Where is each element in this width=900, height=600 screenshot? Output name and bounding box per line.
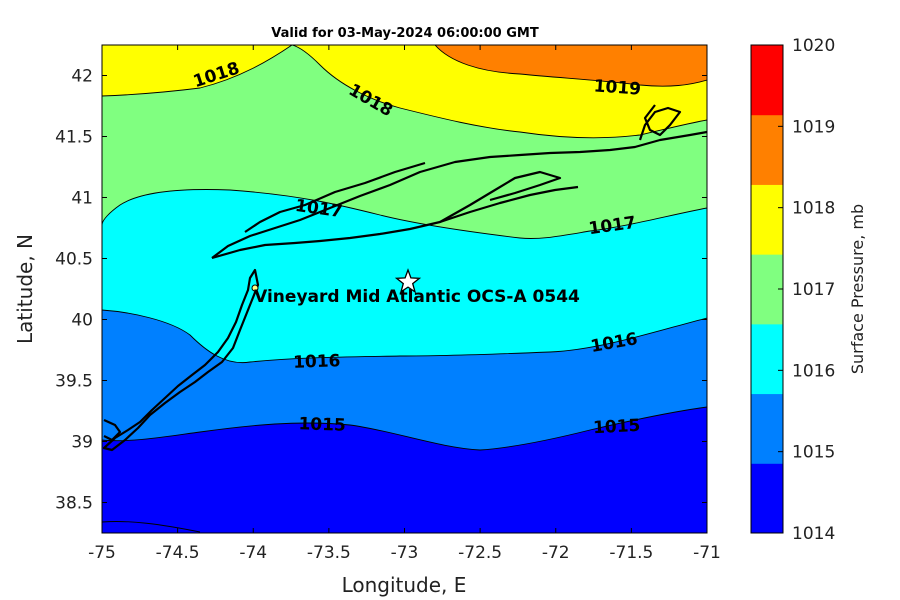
y-tick-label: 40	[71, 311, 93, 331]
x-tick-label: -74.5	[156, 543, 200, 563]
contour-label-1019: 1019	[593, 76, 642, 99]
contour-label-1015-west: 1015	[298, 414, 346, 436]
band-1019	[435, 45, 707, 87]
contour-line-1019	[434, 45, 707, 87]
colorbar-segment-1020+	[751, 45, 783, 116]
x-tick-label: -72.5	[458, 543, 502, 563]
x-axis: -75 -74.5 -74 -73.5 -73 -72.5 -72 -71.5 -71	[88, 45, 721, 563]
x-tick-label: -75	[88, 543, 116, 563]
long-island-south-shore	[211, 185, 579, 260]
colorbar-tick-label: 1017	[792, 280, 835, 300]
long-island-north-fork	[439, 170, 562, 223]
colorbar-tick-label: 1016	[792, 361, 835, 381]
colorbar-label: Surface Pressure, mb	[848, 204, 867, 374]
x-tick-label: -72	[542, 543, 570, 563]
colorbar-tick-label: 1018	[792, 199, 835, 219]
site-label: Vineyard Mid Atlantic OCS-A 0544	[254, 287, 580, 307]
coastal-point-marker	[251, 284, 259, 292]
y-axis-label: Latitude, N	[13, 234, 37, 344]
contour-line-1014-edge	[102, 521, 201, 533]
y-tick-label: 39.5	[55, 372, 93, 392]
pressure-bands	[102, 45, 707, 533]
colorbar-tick-label: 1019	[792, 117, 835, 137]
colorbar-segment-1017-1018	[751, 254, 783, 325]
colorbar-tick-label: 1020	[792, 36, 835, 56]
y-tick-label: 40.5	[55, 250, 93, 270]
colorbar-tick-label: 1015	[792, 443, 835, 463]
colorbar-segment-1014-1015	[751, 463, 783, 534]
y-axis: 42 41.5 41 40.5 40 39.5 39 38.5	[55, 67, 707, 514]
y-tick-label: 38.5	[55, 494, 93, 514]
x-tick-label: -71.5	[609, 543, 653, 563]
rhode-island-coast	[638, 104, 682, 141]
x-tick-label: -74	[239, 543, 267, 563]
contour-lines	[102, 45, 707, 533]
y-tick-label: 39	[71, 433, 93, 453]
delaware-coast	[103, 418, 122, 442]
colorbar-segment-1016-1017	[751, 323, 783, 395]
coastline	[102, 104, 707, 452]
y-tick-label: 42	[71, 67, 93, 87]
colorbar-ticks: 1020 1019 1018 1017 1016 1015 1014	[778, 36, 835, 544]
long-island-coast	[211, 130, 707, 259]
colorbar	[751, 45, 783, 534]
x-tick-label: -71	[693, 543, 721, 563]
new-jersey-coast	[102, 268, 260, 452]
colorbar-segment-1019-1020	[751, 114, 783, 185]
figure-title: Valid for 03-May-2024 06:00:00 GMT	[271, 26, 539, 41]
contour-line-1017	[102, 189, 707, 239]
y-tick-label: 41	[71, 189, 93, 209]
x-axis-label: Longitude, E	[342, 573, 467, 597]
contour-line-1016	[102, 309, 707, 364]
colorbar-segment-1018-1019	[751, 184, 783, 255]
contour-line-1018	[102, 45, 707, 139]
site-star-marker	[394, 268, 422, 294]
contour-line-1015	[102, 406, 707, 451]
x-tick-label: -73	[391, 543, 419, 563]
colorbar-tick-label: 1014	[792, 524, 835, 544]
x-tick-label: -73.5	[307, 543, 351, 563]
colorbar-segment-1015-1016	[751, 393, 783, 464]
connecticut-coast	[244, 161, 426, 233]
contour-label-1015-east: 1015	[593, 416, 641, 438]
contour-label-1016-west: 1016	[293, 351, 341, 373]
y-tick-label: 41.5	[55, 128, 93, 148]
colorbar-frame	[750, 44, 784, 534]
